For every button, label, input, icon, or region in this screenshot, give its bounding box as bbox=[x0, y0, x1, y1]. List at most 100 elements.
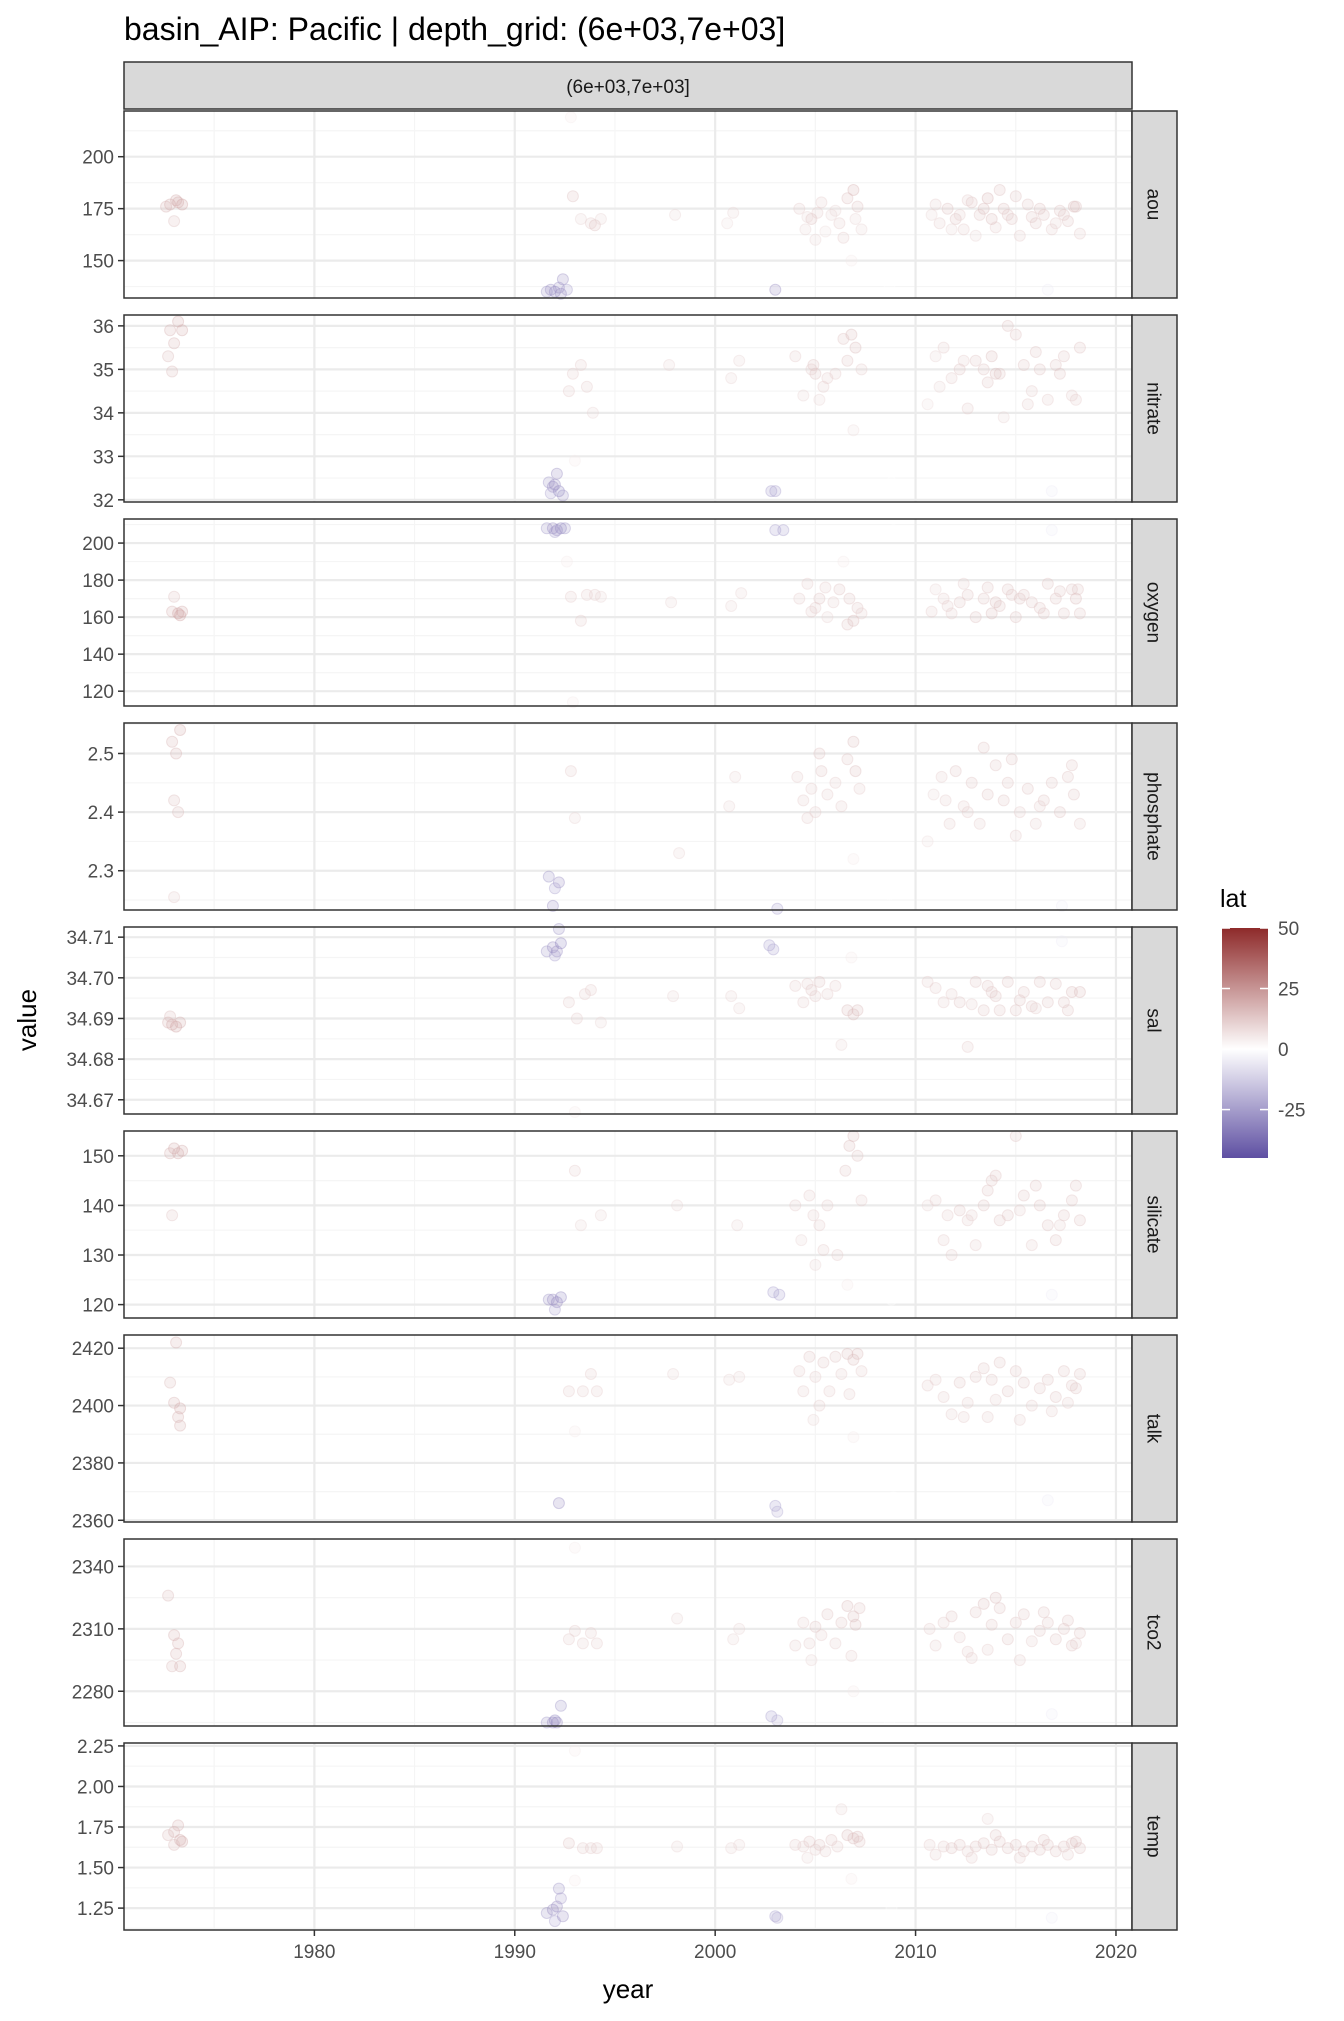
data-point bbox=[771, 902, 784, 915]
data-point bbox=[1013, 592, 1026, 605]
data-point bbox=[164, 1376, 177, 1389]
data-point bbox=[851, 1149, 864, 1162]
y-tick-label: 1.25 bbox=[77, 1899, 114, 1920]
data-point bbox=[729, 770, 742, 783]
data-point bbox=[937, 592, 950, 605]
data-point bbox=[1049, 592, 1062, 605]
data-point bbox=[801, 977, 814, 990]
data-point bbox=[847, 853, 860, 865]
data-point bbox=[164, 198, 177, 211]
data-point bbox=[548, 1303, 561, 1316]
data-point bbox=[837, 231, 850, 244]
data-point bbox=[1033, 202, 1046, 215]
data-point bbox=[1037, 208, 1050, 221]
data-point bbox=[1001, 776, 1014, 789]
data-point bbox=[835, 1616, 848, 1629]
data-point bbox=[554, 287, 567, 300]
data-point bbox=[925, 605, 938, 618]
data-point bbox=[1025, 1635, 1038, 1648]
data-point bbox=[767, 943, 780, 956]
data-point bbox=[803, 1189, 816, 1202]
data-point bbox=[1045, 776, 1058, 789]
facet-strip-label: oxygen bbox=[1143, 582, 1164, 643]
data-point bbox=[957, 223, 970, 236]
data-point bbox=[855, 1365, 868, 1378]
data-point bbox=[981, 581, 994, 594]
data-point bbox=[564, 111, 577, 124]
data-point bbox=[817, 1356, 830, 1369]
data-point bbox=[1013, 806, 1026, 819]
data-point bbox=[1049, 1633, 1062, 1646]
data-point bbox=[965, 1851, 978, 1864]
data-point bbox=[769, 1499, 782, 1512]
data-point bbox=[1069, 200, 1082, 213]
data-point bbox=[1045, 485, 1058, 498]
data-point bbox=[162, 1829, 175, 1842]
data-point bbox=[965, 1209, 978, 1222]
facet-strip-label: silicate bbox=[1143, 1195, 1164, 1253]
data-point bbox=[176, 605, 189, 618]
data-point bbox=[1005, 753, 1018, 766]
data-point bbox=[855, 1194, 868, 1207]
data-point bbox=[1067, 788, 1080, 801]
data-point bbox=[969, 229, 982, 242]
data-point bbox=[172, 1819, 185, 1832]
data-point bbox=[769, 283, 782, 296]
data-point bbox=[544, 487, 557, 500]
data-point bbox=[943, 817, 956, 830]
facet-strip-label: nitrate bbox=[1143, 382, 1164, 435]
facet-panel-silicate: 120 130 140 150 silicate bbox=[82, 1130, 1178, 1319]
data-point bbox=[993, 1356, 1006, 1369]
data-point bbox=[837, 332, 850, 345]
data-point bbox=[797, 794, 810, 807]
data-point bbox=[985, 1373, 998, 1386]
data-point bbox=[965, 1652, 978, 1664]
data-point bbox=[1045, 223, 1058, 236]
data-point bbox=[841, 1829, 854, 1842]
data-point bbox=[985, 986, 998, 998]
data-point bbox=[566, 190, 579, 203]
data-point bbox=[1041, 1616, 1054, 1629]
data-point bbox=[893, 939, 906, 952]
legend-tick-label: 50 bbox=[1278, 919, 1299, 940]
data-point bbox=[973, 817, 986, 830]
data-point bbox=[554, 937, 567, 950]
data-point bbox=[671, 1199, 684, 1212]
data-point bbox=[1041, 577, 1054, 590]
data-point bbox=[1025, 385, 1038, 398]
data-point bbox=[554, 522, 567, 535]
data-point bbox=[168, 891, 181, 904]
data-point bbox=[937, 1391, 950, 1403]
data-point bbox=[801, 812, 814, 824]
data-point bbox=[969, 1606, 982, 1619]
data-point bbox=[568, 1874, 581, 1887]
x-axis: 1980 1990 2000 2010 2020 bbox=[293, 1930, 1137, 1963]
data-point bbox=[542, 1293, 555, 1306]
data-point bbox=[945, 988, 958, 1001]
y-tick-label: 33 bbox=[93, 447, 114, 468]
data-point bbox=[981, 1411, 994, 1423]
data-point bbox=[665, 596, 678, 609]
data-point bbox=[957, 577, 970, 590]
facet-strip-label: aou bbox=[1143, 189, 1164, 221]
data-point bbox=[566, 367, 579, 380]
data-point bbox=[548, 478, 561, 491]
data-point bbox=[851, 1830, 864, 1843]
data-point bbox=[921, 835, 934, 848]
data-point bbox=[1073, 227, 1086, 240]
data-point bbox=[550, 1900, 563, 1913]
data-point bbox=[584, 1368, 597, 1380]
data-point bbox=[1065, 1194, 1078, 1207]
data-point bbox=[801, 577, 814, 590]
data-point bbox=[1053, 367, 1066, 380]
data-point bbox=[801, 211, 814, 223]
data-point bbox=[941, 1209, 954, 1222]
data-point bbox=[885, 1902, 898, 1915]
data-point bbox=[576, 1637, 589, 1650]
data-point bbox=[831, 1249, 844, 1261]
data-point bbox=[669, 208, 682, 221]
data-point bbox=[1025, 1399, 1038, 1412]
data-point bbox=[1017, 1845, 1030, 1858]
data-point bbox=[170, 1647, 183, 1660]
